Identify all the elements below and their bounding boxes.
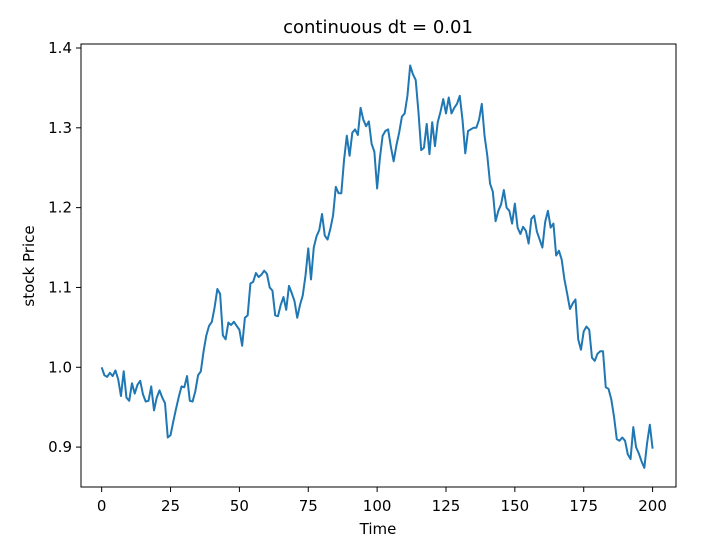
- series-line-0: [100, 64, 654, 469]
- x-tick-label: 200: [638, 497, 667, 515]
- x-tick-label: 125: [432, 497, 461, 515]
- chart-title: continuous dt = 0.01: [283, 17, 473, 38]
- y-axis-label: stock Price: [20, 225, 38, 306]
- x-tick-label: 150: [501, 497, 530, 515]
- x-tick-label: 175: [569, 497, 598, 515]
- x-tick-label: 25: [161, 497, 180, 515]
- y-tick-label: 1.2: [48, 199, 72, 217]
- y-axis: 0.9 1.0 1.1 1.2 1.3 1.4: [48, 39, 81, 456]
- y-tick-label: 1.1: [48, 278, 72, 296]
- axes-frame: [80, 43, 677, 488]
- x-tick-label: 100: [363, 497, 392, 515]
- plot-area: [100, 64, 654, 469]
- x-tick-label: 50: [230, 497, 249, 515]
- y-tick-label: 0.9: [48, 438, 72, 456]
- y-tick-label: 1.0: [48, 358, 72, 376]
- x-axis: 0 25 50 75 100 125 150 175 200: [97, 487, 667, 515]
- x-tick-label: 0: [97, 497, 107, 515]
- y-tick-label: 1.4: [48, 39, 72, 57]
- y-tick-label: 1.3: [48, 119, 72, 137]
- x-tick-label: 75: [299, 497, 318, 515]
- x-axis-label: Time: [359, 520, 397, 538]
